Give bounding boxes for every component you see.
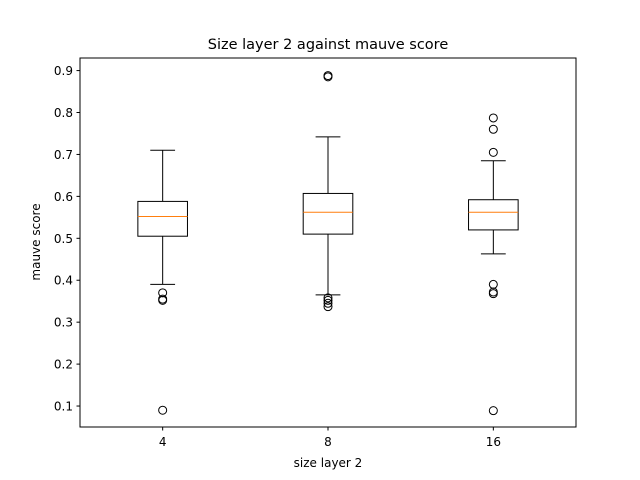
y-tick-label: 0.6 — [54, 190, 73, 204]
outlier-point — [158, 295, 168, 305]
box — [137, 200, 188, 237]
outlier-point — [158, 405, 168, 415]
y-tick-label: 0.5 — [54, 232, 73, 246]
outlier-point — [488, 147, 498, 157]
outlier-point — [323, 293, 333, 303]
outlier-point — [488, 289, 498, 299]
chart-title: Size layer 2 against mauve score — [208, 37, 449, 53]
box — [302, 192, 354, 235]
y-tick-label: 0.9 — [54, 64, 73, 78]
box — [468, 199, 519, 231]
y-axis-label: mauve score — [29, 203, 43, 280]
outlier-point — [323, 72, 333, 82]
outlier-point — [323, 298, 333, 308]
outlier-point — [488, 124, 498, 134]
outlier-point — [323, 302, 333, 312]
x-axis-label: size layer 2 — [294, 456, 363, 470]
outlier-point — [488, 406, 498, 416]
x-tick-label: 8 — [324, 435, 332, 449]
y-tick-label: 0.2 — [54, 358, 73, 372]
y-tick-label: 0.8 — [54, 106, 73, 120]
outlier-point — [488, 279, 498, 289]
y-tick-label: 0.4 — [54, 274, 73, 288]
x-tick-label: 4 — [159, 435, 167, 449]
plot-area: 0.1 0.2 0.3 0.4 0.5 0.6 0.7 0.8 0.9 4 8 16 — [54, 57, 577, 449]
outlier-point — [488, 113, 498, 123]
y-tick-label: 0.7 — [54, 148, 73, 162]
x-tick-label: 16 — [486, 435, 501, 449]
outlier-point — [323, 295, 333, 305]
y-tick-label: 0.3 — [54, 316, 73, 330]
y-tick-label: 0.1 — [54, 400, 73, 414]
